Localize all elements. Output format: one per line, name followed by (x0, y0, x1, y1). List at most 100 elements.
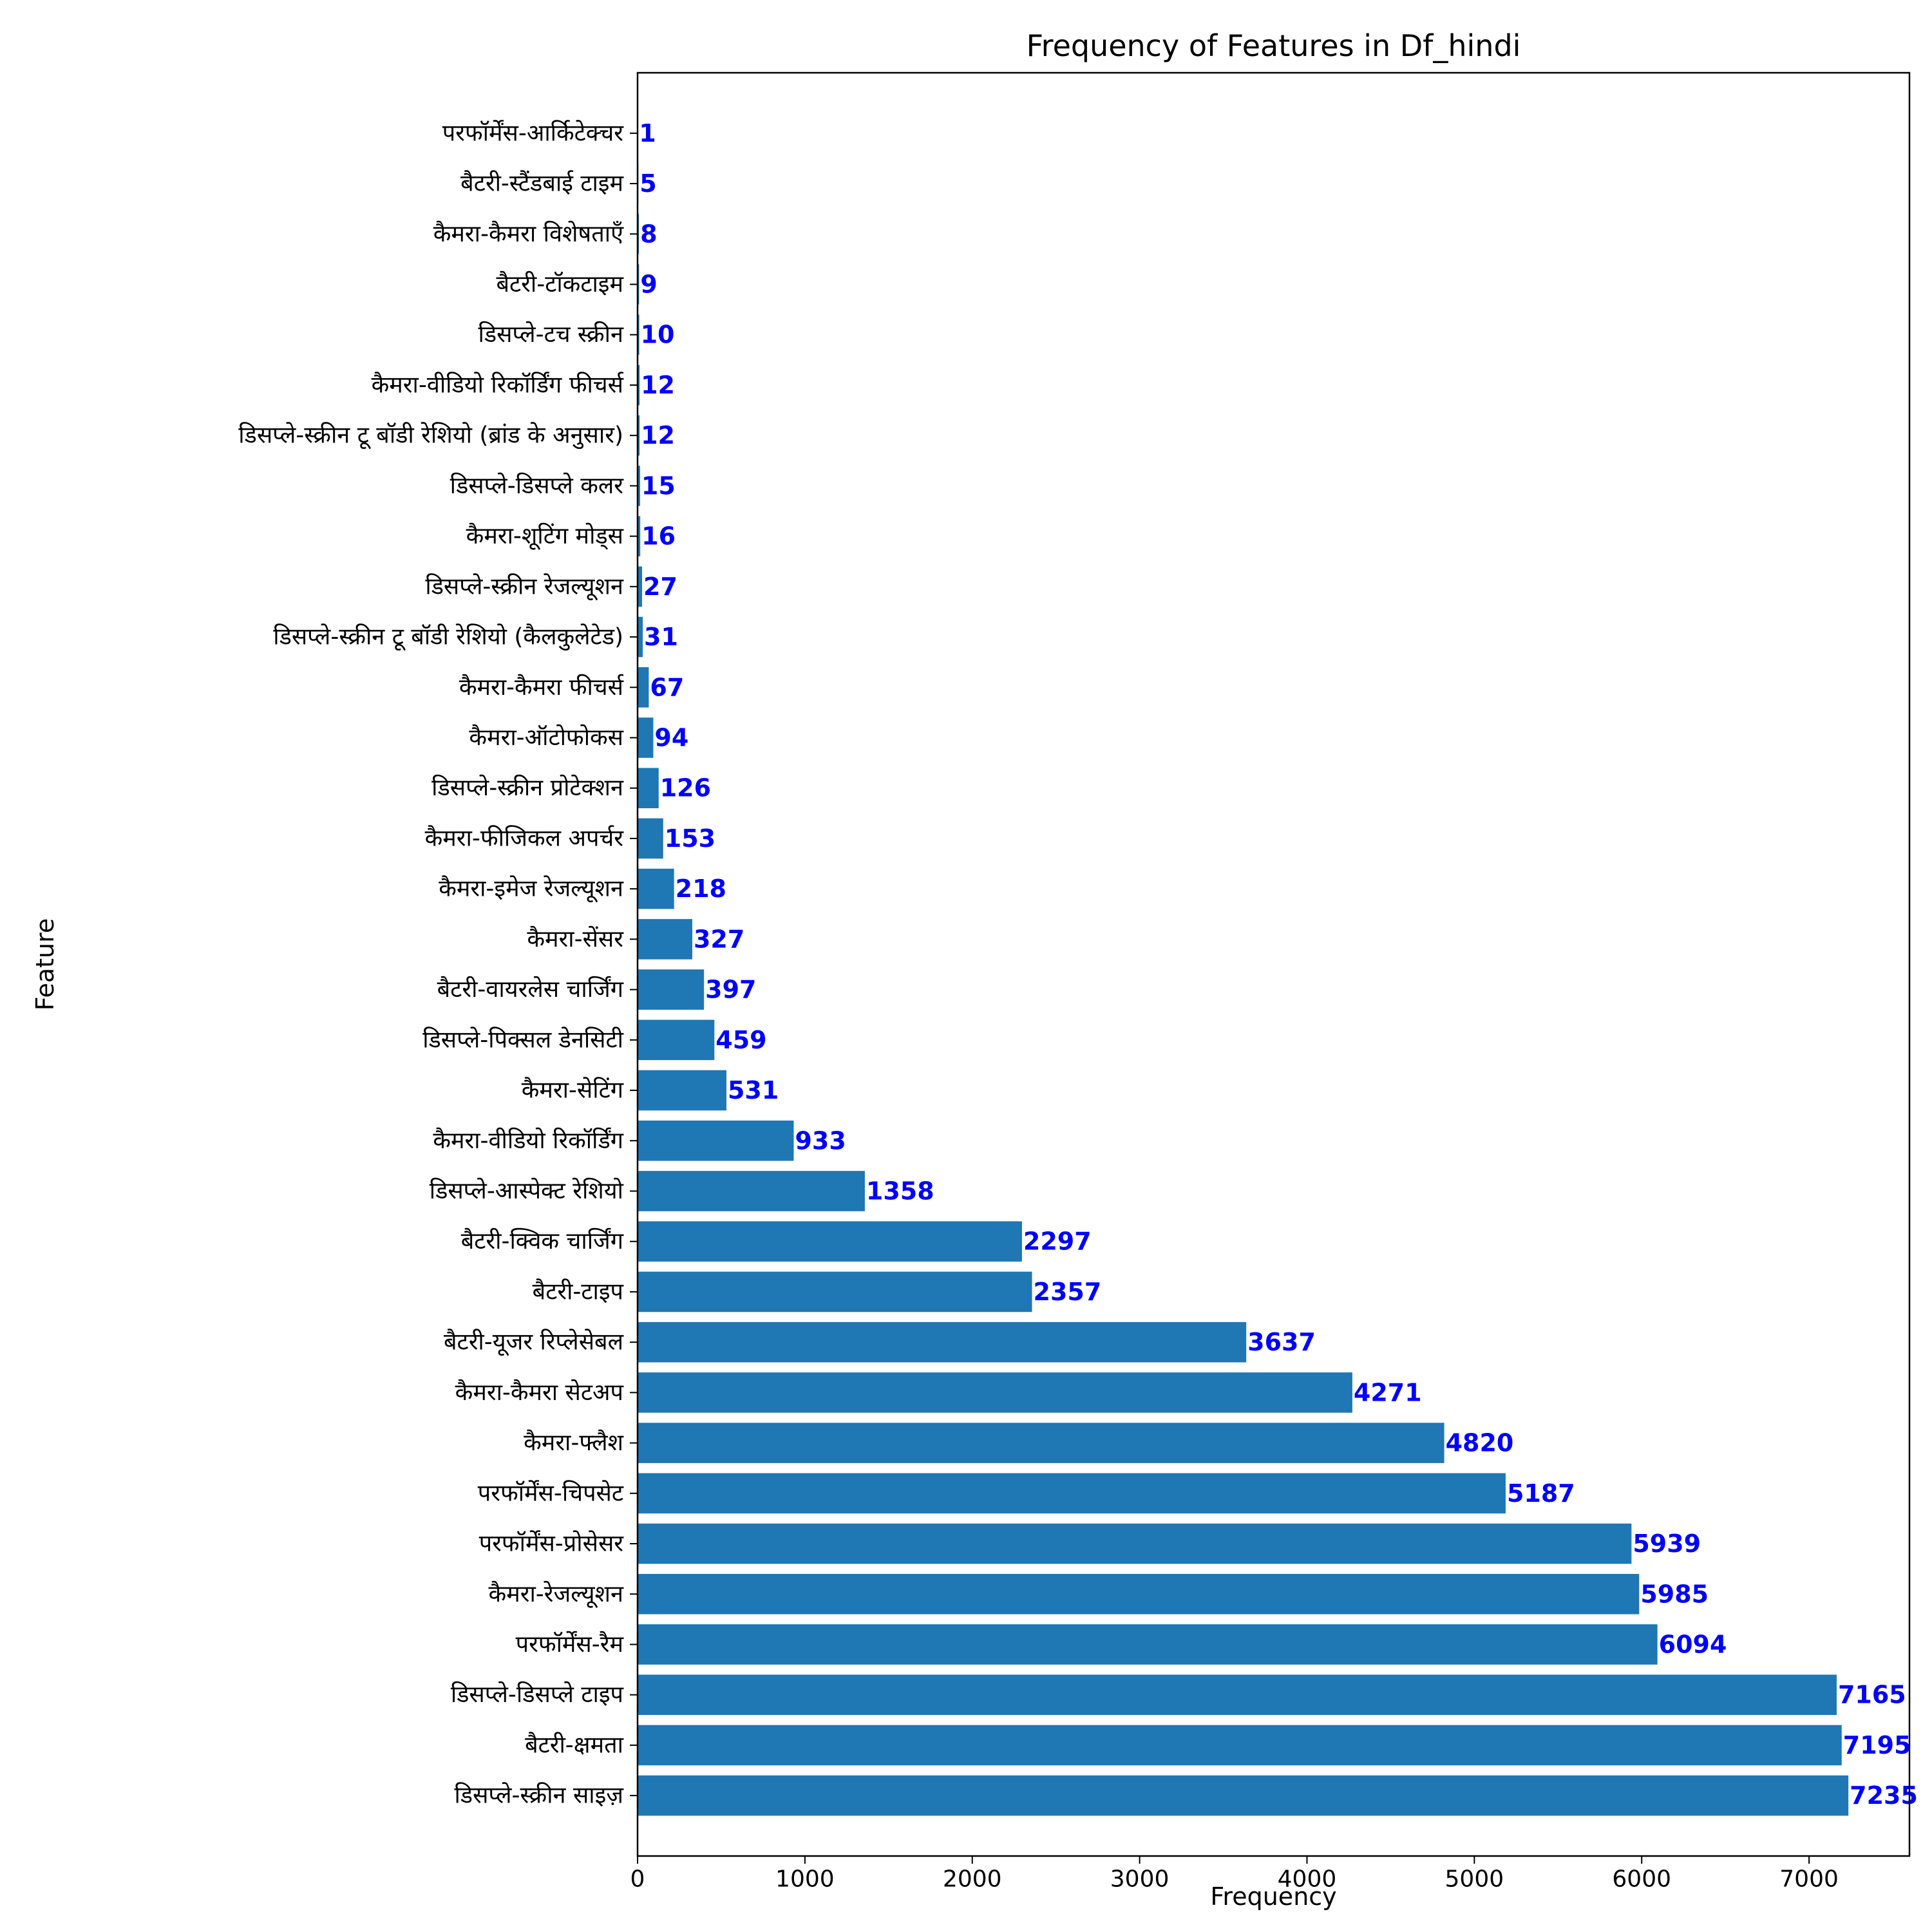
bar (638, 1775, 1849, 1816)
y-tick-label: डिसप्ले-टच स्क्रीन (478, 321, 624, 348)
y-tick-label: डिसप्ले-आस्पेक्ट रेशियो (430, 1177, 624, 1204)
bar (638, 1070, 726, 1111)
bar (638, 365, 640, 406)
y-axis-label: Feature (31, 918, 59, 1011)
bar (638, 466, 640, 506)
y-tick-label: कैमरा-रेजल्यूशन (489, 1580, 624, 1608)
y-tick-label: डिसप्ले-स्क्रीन टू बॉडी रेशियो (ब्रांड क… (238, 422, 623, 450)
bar-value-label: 5985 (1640, 1580, 1709, 1608)
y-tick-label: कैमरा-कैमरा फीचर्स (459, 674, 624, 701)
y-tick-label: डिसप्ले-स्क्रीन साइज़ (454, 1782, 624, 1809)
bar-value-label: 5 (639, 169, 656, 198)
bar (638, 1019, 715, 1061)
bar (638, 1120, 794, 1161)
ticks-layer: 0 1000 2000 3000 4000 5000 6000 7000 डिसप्ले-स्क… (238, 119, 1839, 1892)
bar (638, 1473, 1506, 1514)
bar-value-label: 2297 (1023, 1227, 1092, 1256)
y-tick-label: कैमरा-शूटिंग मोड्स (466, 522, 624, 550)
bar-value-label: 531 (728, 1076, 779, 1104)
bar-value-label: 126 (660, 774, 711, 802)
y-tick-label: बैटरी-टाइप (533, 1278, 624, 1305)
bar-value-label: 8 (640, 220, 657, 248)
bar-value-label: 7235 (1850, 1781, 1918, 1810)
y-tick-label: कैमरा-वीडियो रिकॉर्डिंग (433, 1127, 623, 1154)
bar-value-label: 5187 (1507, 1479, 1575, 1508)
bar (638, 868, 674, 909)
bar-value-label: 1 (639, 119, 656, 147)
bar (638, 1523, 1632, 1564)
bar-value-label: 153 (665, 824, 715, 853)
bar-value-label: 15 (641, 471, 676, 500)
y-tick-label: परफॉर्मेंस-चिपसेट (478, 1479, 624, 1506)
bar (638, 919, 692, 960)
bar-value-label: 327 (694, 925, 744, 953)
bar (638, 1372, 1352, 1413)
bar-value-label: 218 (676, 875, 726, 903)
y-tick-label: परफॉर्मेंस-आर्किटेक्चर (442, 119, 625, 146)
bar-value-label: 31 (644, 623, 678, 651)
y-tick-label: परफॉर्मेंस-प्रोसेसर (479, 1530, 625, 1557)
bar-value-label: 397 (705, 976, 756, 1004)
bar (638, 314, 639, 355)
x-tick-label: 2000 (943, 1866, 1002, 1893)
bar-value-label: 9 (640, 270, 657, 299)
y-tick-label: डिसप्ले-डिसप्ले टाइप (451, 1681, 624, 1708)
bar (638, 768, 659, 809)
y-tick-label: डिसप्ले-डिसप्ले कलर (450, 472, 625, 499)
bar (638, 1674, 1837, 1715)
y-tick-label: कैमरा-सेटिंग (522, 1077, 624, 1104)
bar (638, 1624, 1658, 1665)
bar (638, 1321, 1247, 1363)
bar (638, 667, 649, 708)
y-tick-label: बैटरी-क्षमता (525, 1731, 624, 1758)
bar (638, 1271, 1032, 1312)
bar (638, 1221, 1022, 1262)
chart-title: Frequency of Features in Df_hindi (1027, 28, 1521, 63)
bar-value-label: 94 (654, 724, 688, 752)
y-tick-label: कैमरा-फ्लैश (524, 1429, 623, 1456)
x-tick-label: 3000 (1110, 1866, 1170, 1893)
y-tick-label: डिसप्ले-स्क्रीन प्रोटेक्शन (431, 774, 624, 801)
bar-value-label: 459 (715, 1026, 766, 1054)
bar (638, 1725, 1842, 1766)
x-tick-label: 1000 (775, 1866, 835, 1893)
bar-value-label: 3637 (1247, 1328, 1316, 1356)
bar (638, 1423, 1444, 1463)
bar-value-label: 16 (641, 522, 676, 551)
bar-value-label: 2357 (1034, 1278, 1102, 1306)
y-tick-label: डिसप्ले-पिक्सल डेनसिटी (422, 1026, 623, 1053)
bar (638, 717, 654, 758)
bar-value-label: 7165 (1838, 1681, 1906, 1709)
bar-value-label: 10 (641, 321, 675, 349)
bar (638, 1171, 865, 1211)
bar-value-label: 12 (641, 371, 675, 399)
bar-value-label: 67 (650, 673, 684, 701)
bar (638, 1573, 1640, 1615)
y-tick-label: डिसप्ले-स्क्रीन रेजल्यूशन (425, 573, 624, 600)
bar-value-label: 5939 (1633, 1530, 1701, 1558)
bar (638, 415, 640, 456)
x-tick-label: 5000 (1445, 1866, 1504, 1893)
bar-value-label: 27 (643, 573, 677, 601)
y-tick-label: बैटरी-वायरलेस चार्जिंग (437, 976, 624, 1003)
y-tick-label: कैमरा-सेंसर (527, 925, 624, 952)
y-tick-label: बैटरी-यूजर रिप्लेसेबल (444, 1329, 624, 1356)
bar-value-label: 933 (795, 1126, 846, 1155)
y-tick-label: कैमरा-इमेज रेजल्यूशन (439, 875, 624, 903)
bar (638, 969, 705, 1010)
bar (638, 566, 643, 607)
y-tick-label: कैमरा-ऑटोफोकस (469, 724, 623, 751)
y-tick-label: बैटरी-टॉकटाइम (496, 270, 624, 298)
plot-frame (636, 71, 1911, 1857)
bar-value-label: 7195 (1843, 1731, 1911, 1759)
x-tick-label: 0 (630, 1866, 645, 1893)
x-tick-label: 7000 (1779, 1866, 1839, 1893)
bar (638, 516, 641, 556)
y-tick-label: डिसप्ले-स्क्रीन टू बॉडी रेशियो (कैलकुलेट… (273, 623, 623, 651)
y-tick-label: कैमरा-कैमरा विशेषताएँ (433, 220, 624, 247)
bar (638, 616, 643, 658)
y-tick-label: बैटरी-स्टैंडबाई टाइम (460, 170, 624, 197)
bars-layer: 7235 7195 7165 6094 5985 5939 5187 4820 4271 3637… (638, 113, 1918, 1816)
